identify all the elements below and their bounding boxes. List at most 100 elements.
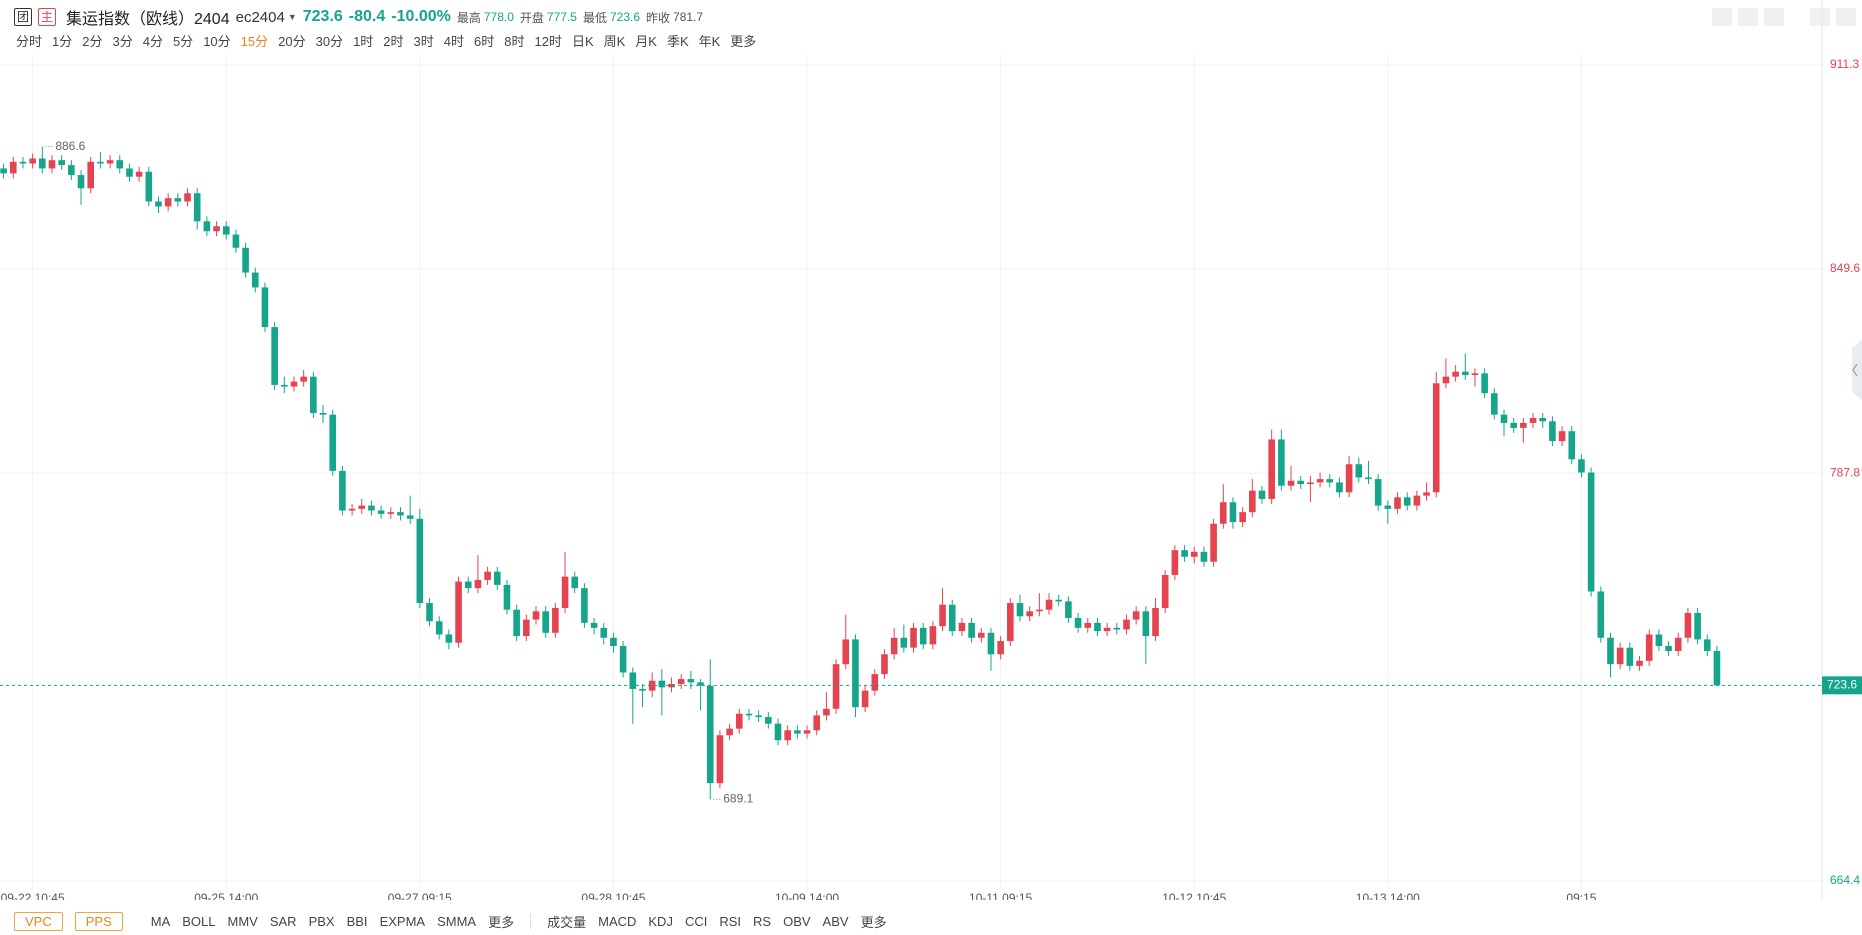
period-tab[interactable]: 4分 <box>142 33 163 49</box>
main-indicator[interactable]: BBI <box>346 913 368 929</box>
tool-button[interactable] <box>1712 8 1732 26</box>
side-tab[interactable] <box>1852 340 1862 400</box>
candle-body <box>552 608 559 633</box>
period-tab[interactable]: 周K <box>603 33 626 49</box>
candle-body <box>222 226 230 235</box>
candle-body <box>735 713 743 729</box>
candle-body <box>97 161 104 164</box>
period-tab[interactable]: 更多 <box>730 33 757 49</box>
candle-body <box>1568 431 1576 460</box>
candle-body <box>832 664 840 709</box>
period-tab[interactable]: 2分 <box>82 33 103 49</box>
candle-body <box>1123 619 1130 630</box>
period-tab[interactable]: 20分 <box>278 33 306 49</box>
candle-body <box>1103 627 1111 632</box>
candle-body <box>310 376 317 414</box>
candle-body <box>0 168 7 174</box>
sub-indicator[interactable]: OBV <box>783 913 811 929</box>
sub-indicator[interactable]: 成交量 <box>547 914 587 930</box>
candle-body <box>281 384 288 387</box>
candle-body <box>1190 551 1198 557</box>
sub-indicator[interactable]: KDJ <box>648 913 673 929</box>
candle-body <box>1142 611 1150 637</box>
period-tab[interactable]: 8时 <box>504 33 525 49</box>
main-indicator[interactable]: SAR <box>269 913 297 929</box>
candle-body <box>987 632 995 655</box>
main-indicator[interactable]: PBX <box>308 913 335 929</box>
sub-indicator[interactable]: CCI <box>684 913 708 929</box>
sub-indicator[interactable]: RS <box>753 913 772 929</box>
instrument-code[interactable]: ec2404 <box>235 8 285 26</box>
candle-body <box>726 728 733 736</box>
period-tab[interactable]: 3时 <box>413 33 434 49</box>
main-indicator[interactable]: SMMA <box>437 913 477 929</box>
candle-body <box>1471 373 1479 376</box>
candle-body <box>1674 637 1682 651</box>
period-tab[interactable]: 日K <box>571 33 594 49</box>
period-tab[interactable]: 3分 <box>112 33 133 49</box>
candle-body <box>416 518 424 604</box>
sub-indicator[interactable]: RSI <box>719 913 742 929</box>
tool-button[interactable] <box>1810 8 1830 26</box>
candle-body <box>1210 523 1217 562</box>
candle-body <box>852 639 859 708</box>
candle-body <box>339 470 346 511</box>
tool-button[interactable] <box>1836 8 1856 26</box>
tool-button[interactable] <box>1738 8 1758 26</box>
stat-label: 最低 <box>582 10 607 25</box>
candle-body <box>1365 477 1372 480</box>
y-tick-label: 664.4 <box>1830 873 1860 887</box>
max-annotation: 886.6 <box>55 139 85 153</box>
indicator-badge[interactable]: PPS <box>74 911 123 931</box>
period-tab[interactable]: 6时 <box>474 33 495 49</box>
sub-indicator[interactable]: 更多 <box>860 914 887 930</box>
candle-body <box>1558 431 1566 442</box>
candle-body <box>329 414 337 471</box>
period-tab[interactable]: 月K <box>635 33 657 49</box>
candle-body <box>1171 550 1179 575</box>
candle-body <box>687 679 695 683</box>
period-tab[interactable]: 2时 <box>383 33 404 49</box>
period-tab[interactable]: 季K <box>666 33 689 49</box>
candle-body <box>1152 608 1159 637</box>
sub-indicator[interactable]: ABV <box>822 913 849 929</box>
sub-indicator[interactable]: MACD <box>598 913 637 929</box>
stat-value: 781.7 <box>673 10 704 24</box>
main-indicator[interactable]: EXPMA <box>379 913 426 929</box>
period-tab[interactable]: 1分 <box>52 33 73 49</box>
candle-body <box>1655 634 1663 647</box>
period-tab[interactable]: 12时 <box>534 33 562 49</box>
period-tab[interactable]: 1时 <box>353 33 374 49</box>
x-tick-label: 10-13 14:00 <box>1356 891 1420 900</box>
period-tab[interactable]: 分时 <box>16 33 43 49</box>
period-tab[interactable]: 30分 <box>315 33 344 49</box>
candle-body <box>619 646 627 673</box>
candle-body <box>794 730 801 734</box>
candle-body <box>290 381 298 387</box>
candle-body <box>1229 502 1237 523</box>
side-tab-arrow <box>1852 363 1858 377</box>
candle-body <box>261 287 269 328</box>
period-tab[interactable]: 15分 <box>240 33 269 49</box>
main-indicator[interactable]: MMV <box>227 913 258 929</box>
candle-body <box>1500 414 1508 423</box>
candle-body <box>493 571 501 585</box>
period-tab[interactable]: 10分 <box>203 33 231 49</box>
main-indicator[interactable]: 更多 <box>488 914 515 930</box>
candle-body <box>1645 634 1653 661</box>
badge[interactable]: 主 <box>38 8 56 26</box>
badge[interactable]: 团 <box>14 8 32 26</box>
main-indicator[interactable]: BOLL <box>182 913 216 929</box>
period-tab[interactable]: 4时 <box>443 33 464 49</box>
indicator-badge[interactable]: VPC <box>14 911 63 931</box>
main-indicator[interactable]: MA <box>150 913 171 929</box>
caret[interactable]: ▼ <box>287 12 297 22</box>
candle-body <box>1520 422 1527 428</box>
period-tab[interactable]: 5分 <box>172 33 194 49</box>
period-tab[interactable]: 年K <box>698 33 721 49</box>
tool-button[interactable] <box>1764 8 1784 26</box>
candle-body <box>1316 479 1324 483</box>
chart: 911.3 849.6 787.8 664.4 09-22 10:45 09-25 14:… <box>0 0 1862 900</box>
candle-body <box>1432 383 1440 493</box>
stat-value: 778.0 <box>483 10 514 24</box>
